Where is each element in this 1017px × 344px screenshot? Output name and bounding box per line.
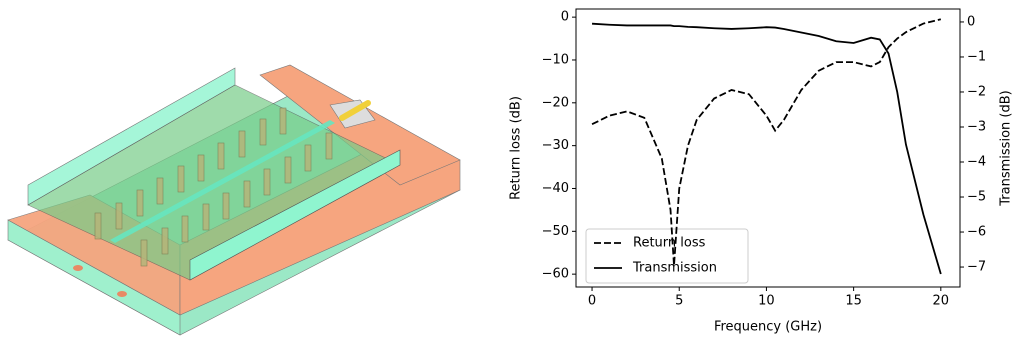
- chart: Frequency (GHz) Return loss (dB) Transmi…: [509, 8, 1014, 335]
- y2-tick-label: −2: [967, 84, 986, 99]
- x-tick-label: 20: [933, 294, 950, 309]
- y2-tick-label: −4: [967, 155, 986, 170]
- y2-tick-label: −1: [967, 49, 986, 64]
- y2-tick-label: −7: [967, 260, 986, 275]
- x-tick-label: 10: [758, 294, 775, 309]
- y-tick-label: −10: [542, 52, 569, 67]
- y2-axis-label: Transmission (dB): [999, 90, 1014, 206]
- y-tick-label: −40: [542, 181, 569, 196]
- y-tick-label: 0: [561, 10, 569, 25]
- x-axis-label: Frequency (GHz): [714, 320, 822, 335]
- plot-frame: [575, 8, 961, 288]
- y2-tick-label: −3: [967, 119, 986, 134]
- x-tick-label: 0: [588, 294, 596, 309]
- series-line: [591, 18, 942, 266]
- legend-label: Return loss: [633, 236, 706, 251]
- y-tick-label: −60: [542, 267, 569, 282]
- y2-tick-label: −5: [967, 190, 986, 205]
- y-tick-label: −30: [542, 138, 569, 153]
- x-tick-label: 15: [845, 294, 862, 309]
- y-tick-label: −20: [542, 95, 569, 110]
- legend-box: [585, 228, 749, 284]
- series-line: [591, 22, 942, 275]
- legend-label: Transmission: [632, 261, 717, 276]
- x-tick-label: 5: [675, 294, 683, 309]
- device-render: [7, 64, 461, 336]
- y-tick-label: −50: [542, 224, 569, 239]
- y-axis-label: Return loss (dB): [509, 96, 524, 200]
- y2-tick-label: −6: [967, 225, 986, 240]
- y2-tick-label: 0: [967, 14, 975, 29]
